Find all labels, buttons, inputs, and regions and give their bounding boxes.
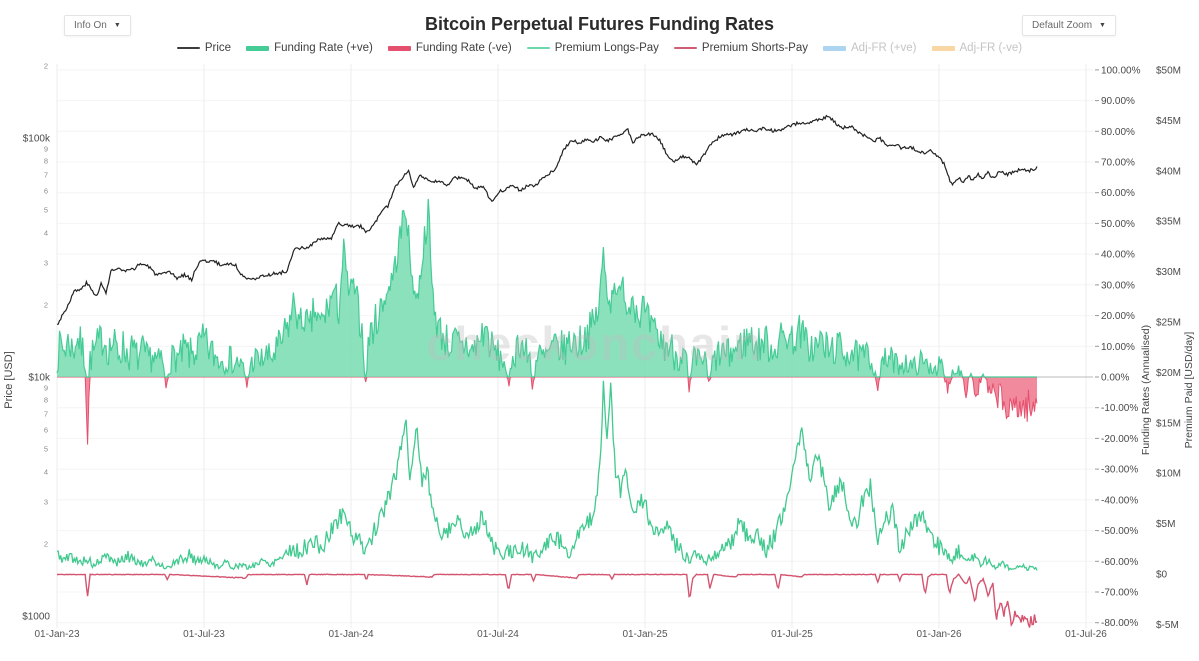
y-axis-price-tick: $10k [28, 373, 51, 384]
y-axis-usd-tick: $25M [1156, 318, 1181, 329]
y-axis-percent-tick: 0.00% [1101, 373, 1129, 384]
x-axis-tick: 01-Jan-25 [622, 629, 667, 640]
y-axis-percent-tick: -70.00% [1101, 587, 1138, 598]
price-line [56, 114, 1038, 325]
y-axis-price-minor-tick: 4 [44, 468, 48, 477]
y-axis-percent-tick: -80.00% [1101, 618, 1138, 629]
funding-positive-area [56, 198, 1037, 380]
x-axis-tick: 01-Jan-24 [328, 629, 373, 640]
y-axis-percent-tick: 30.00% [1101, 280, 1135, 291]
y-axis-usd-tick: $50M [1156, 66, 1181, 77]
y-axis-price-minor-tick: 5 [44, 205, 48, 214]
legend-item-price[interactable]: Price [176, 42, 232, 54]
x-axis-tick: 01-Jan-26 [916, 629, 961, 640]
y-axis-percent-tick: 100.00% [1101, 65, 1141, 76]
y-axis-percent-tick: 60.00% [1101, 188, 1135, 199]
page-title: Bitcoin Perpetual Futures Funding Rates [424, 14, 775, 34]
gridlines [56, 64, 1093, 628]
x-axis-tick: 01-Jul-25 [771, 629, 813, 640]
y-axis-price-minor-tick: 8 [44, 396, 48, 405]
legend-label: Funding Rate (-ve) [415, 42, 512, 54]
y-axis-price-tick: $100k [23, 134, 51, 145]
legend: Price Funding Rate (+ve) Funding Rate (-ve… [0, 42, 1199, 54]
info-on-dropdown[interactable]: Info On ▼ [64, 15, 131, 36]
y-axis-percent-tick: -50.00% [1101, 526, 1138, 537]
y-axis-usd-tick: $20M [1156, 368, 1181, 379]
legend-swatch [387, 45, 411, 51]
y-axis-price-minor-tick: 9 [44, 383, 48, 392]
legend-label: Premium Shorts-Pay [701, 42, 808, 54]
y-axis-price-minor-tick: 9 [44, 144, 48, 153]
legend-label: Adj-FR (-ve) [959, 42, 1023, 54]
legend-label: Price [204, 42, 232, 54]
legend-item-premium-longs-pay[interactable]: Premium Longs-Pay [526, 42, 659, 54]
y-axis-usd-tick: $5M [1156, 519, 1175, 530]
y-axis-price-minor-tick: 6 [44, 187, 48, 196]
default-zoom-dropdown[interactable]: Default Zoom ▼ [1022, 15, 1116, 36]
y-axis-percent-tick: -10.00% [1101, 403, 1138, 414]
y-axis-percent-tick: 10.00% [1101, 342, 1135, 353]
y-axis-price-tick: $1000 [22, 612, 50, 623]
y-axis-usd-tick: $30M [1156, 267, 1181, 278]
legend-item-funding-rate-ve-[interactable]: Funding Rate (-ve) [387, 42, 512, 54]
default-zoom-label: Default Zoom [1032, 20, 1093, 31]
y-axis-price-minor-tick: 3 [44, 258, 48, 267]
y-axis-percent-tick: 70.00% [1101, 158, 1135, 169]
y-axis-usd-tick: $0 [1156, 570, 1168, 581]
y-axis-percent-tick: 20.00% [1101, 311, 1135, 322]
chevron-down-icon: ▼ [1099, 22, 1106, 29]
y-axis-percent-tick: 80.00% [1101, 127, 1135, 138]
y-axis-price-minor-tick: 2 [44, 301, 48, 310]
legend-swatch [246, 45, 270, 51]
y-axis-usd-tick: $10M [1156, 469, 1181, 480]
y-axis-percent-tick: -60.00% [1101, 557, 1138, 568]
legend-item-adj-fr-ve-[interactable]: Adj-FR (-ve) [931, 42, 1023, 54]
checkonchain-watermark: checkonchain [426, 317, 763, 370]
y-axis-percent-tick: 90.00% [1101, 96, 1135, 107]
y-axis-usd-title: Premium Paid [USD/day] [1183, 332, 1195, 449]
y-axis-usd-tick: $45M [1156, 116, 1181, 127]
y-axis-price-minor-tick: 8 [44, 157, 48, 166]
chevron-down-icon: ▼ [113, 22, 121, 29]
info-on-label: Info On [74, 20, 107, 31]
y-axis-price-minor-tick: 5 [44, 444, 48, 453]
premium-shorts-pay-line [57, 573, 1038, 628]
y-axis-usd-tick: $35M [1156, 217, 1181, 228]
x-axis-tick: 01-Jul-26 [1065, 629, 1107, 640]
y-axis-price-minor-tick: 6 [44, 426, 48, 435]
legend-swatch [526, 47, 550, 49]
legend-item-funding-rate-ve-[interactable]: Funding Rate (+ve) [246, 42, 373, 54]
legend-item-premium-shorts-pay[interactable]: Premium Shorts-Pay [673, 42, 808, 54]
legend-swatch [176, 47, 200, 49]
y-axis-price-minor-tick: 2 [44, 540, 48, 549]
legend-label: Funding Rate (+ve) [274, 42, 373, 54]
x-axis-tick: 01-Jul-24 [477, 629, 519, 640]
y-axis-percent-tick: -20.00% [1101, 434, 1138, 445]
y-axis-percent-tick: -40.00% [1101, 495, 1138, 506]
y-axis-percent-tick: 40.00% [1101, 250, 1135, 261]
legend-label: Premium Longs-Pay [554, 42, 659, 54]
premium-longs-pay-line [57, 380, 1038, 572]
y-axis-price-minor-tick: 4 [44, 229, 48, 238]
y-axis-usd-tick: $-5M [1156, 620, 1179, 631]
x-axis-tick: 01-Jul-23 [183, 629, 225, 640]
y-axis-price-minor-tick: 7 [44, 410, 48, 419]
y-axis-price-title: Price [USD] [3, 351, 15, 408]
legend-item-adj-fr-ve-[interactable]: Adj-FR (+ve) [823, 42, 917, 54]
y-axis-usd-tick: $40M [1156, 166, 1181, 177]
y-axis-price-minor-tick: 2 [44, 62, 48, 71]
x-axis-tick: 01-Jan-23 [34, 629, 79, 640]
y-axis-usd-tick: $15M [1156, 418, 1181, 429]
y-axis-percent-tick: -30.00% [1101, 465, 1138, 476]
legend-swatch [823, 45, 846, 51]
y-axis-percent-title: Funding Rates (Annualised) [1140, 325, 1152, 455]
y-axis-percent-tick: 50.00% [1101, 219, 1135, 230]
legend-swatch [673, 47, 697, 49]
y-axis-price-minor-tick: 3 [44, 497, 48, 506]
legend-label: Adj-FR (+ve) [851, 42, 917, 54]
y-axis-price-minor-tick: 7 [44, 171, 48, 180]
legend-swatch [931, 45, 955, 51]
